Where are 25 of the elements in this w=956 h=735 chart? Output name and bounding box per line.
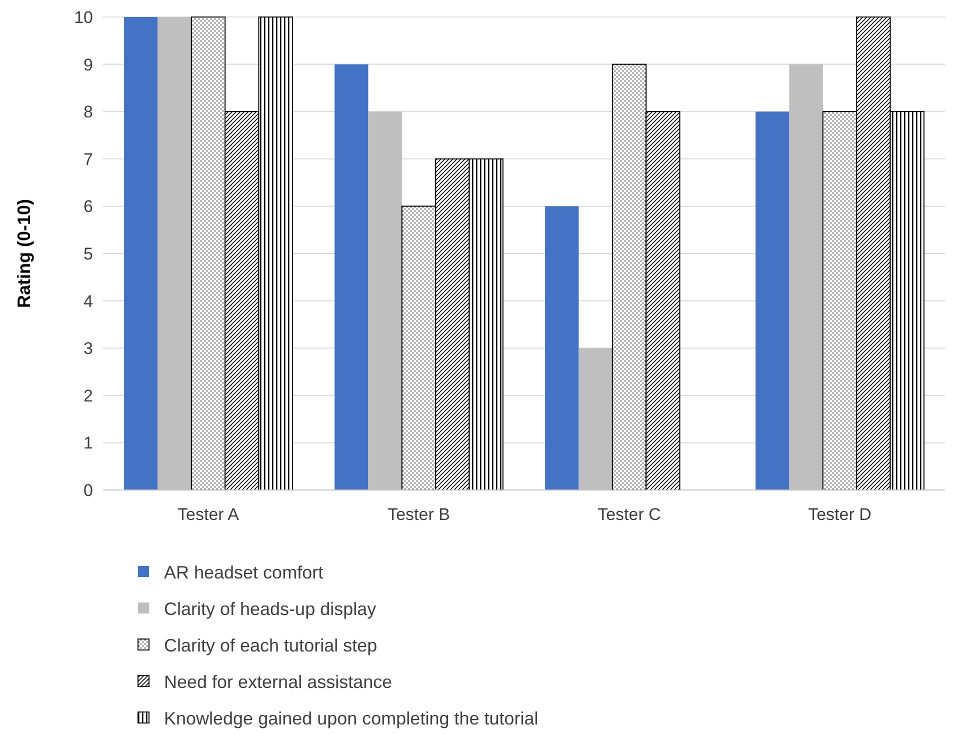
y-tick-label: 6 bbox=[84, 197, 93, 216]
legend-label: Need for external assistance bbox=[164, 672, 392, 692]
y-tick-label: 9 bbox=[84, 55, 93, 74]
y-tick-label: 7 bbox=[84, 150, 93, 169]
y-tick-label: 1 bbox=[84, 434, 93, 453]
y-tick-label: 0 bbox=[84, 480, 93, 500]
y-axis-title: Rating (0-10) bbox=[14, 198, 34, 308]
y-tick-label: 3 bbox=[84, 339, 93, 358]
y-tick-label: 4 bbox=[84, 292, 93, 311]
bar bbox=[756, 112, 790, 490]
x-tick-label: Tester B bbox=[388, 505, 450, 524]
legend-label: Clarity of heads-up display bbox=[164, 598, 376, 619]
x-tick-label: Tester D bbox=[808, 505, 872, 524]
legend-label: Knowledge gained upon completing the tutorial bbox=[164, 708, 538, 728]
bar bbox=[124, 17, 158, 490]
legend-label: Clarity of each tutorial step bbox=[164, 635, 378, 656]
y-tick-label: 5 bbox=[84, 244, 93, 264]
bar bbox=[545, 206, 579, 490]
y-tick-label: 8 bbox=[84, 102, 93, 122]
y-tick-label: 2 bbox=[84, 386, 93, 406]
x-tick-label: Tester A bbox=[178, 505, 240, 524]
legend-label: AR headset comfort bbox=[164, 562, 324, 582]
bar bbox=[334, 64, 368, 490]
y-tick-label: 10 bbox=[74, 8, 93, 27]
x-tick-label: Tester C bbox=[598, 505, 661, 524]
